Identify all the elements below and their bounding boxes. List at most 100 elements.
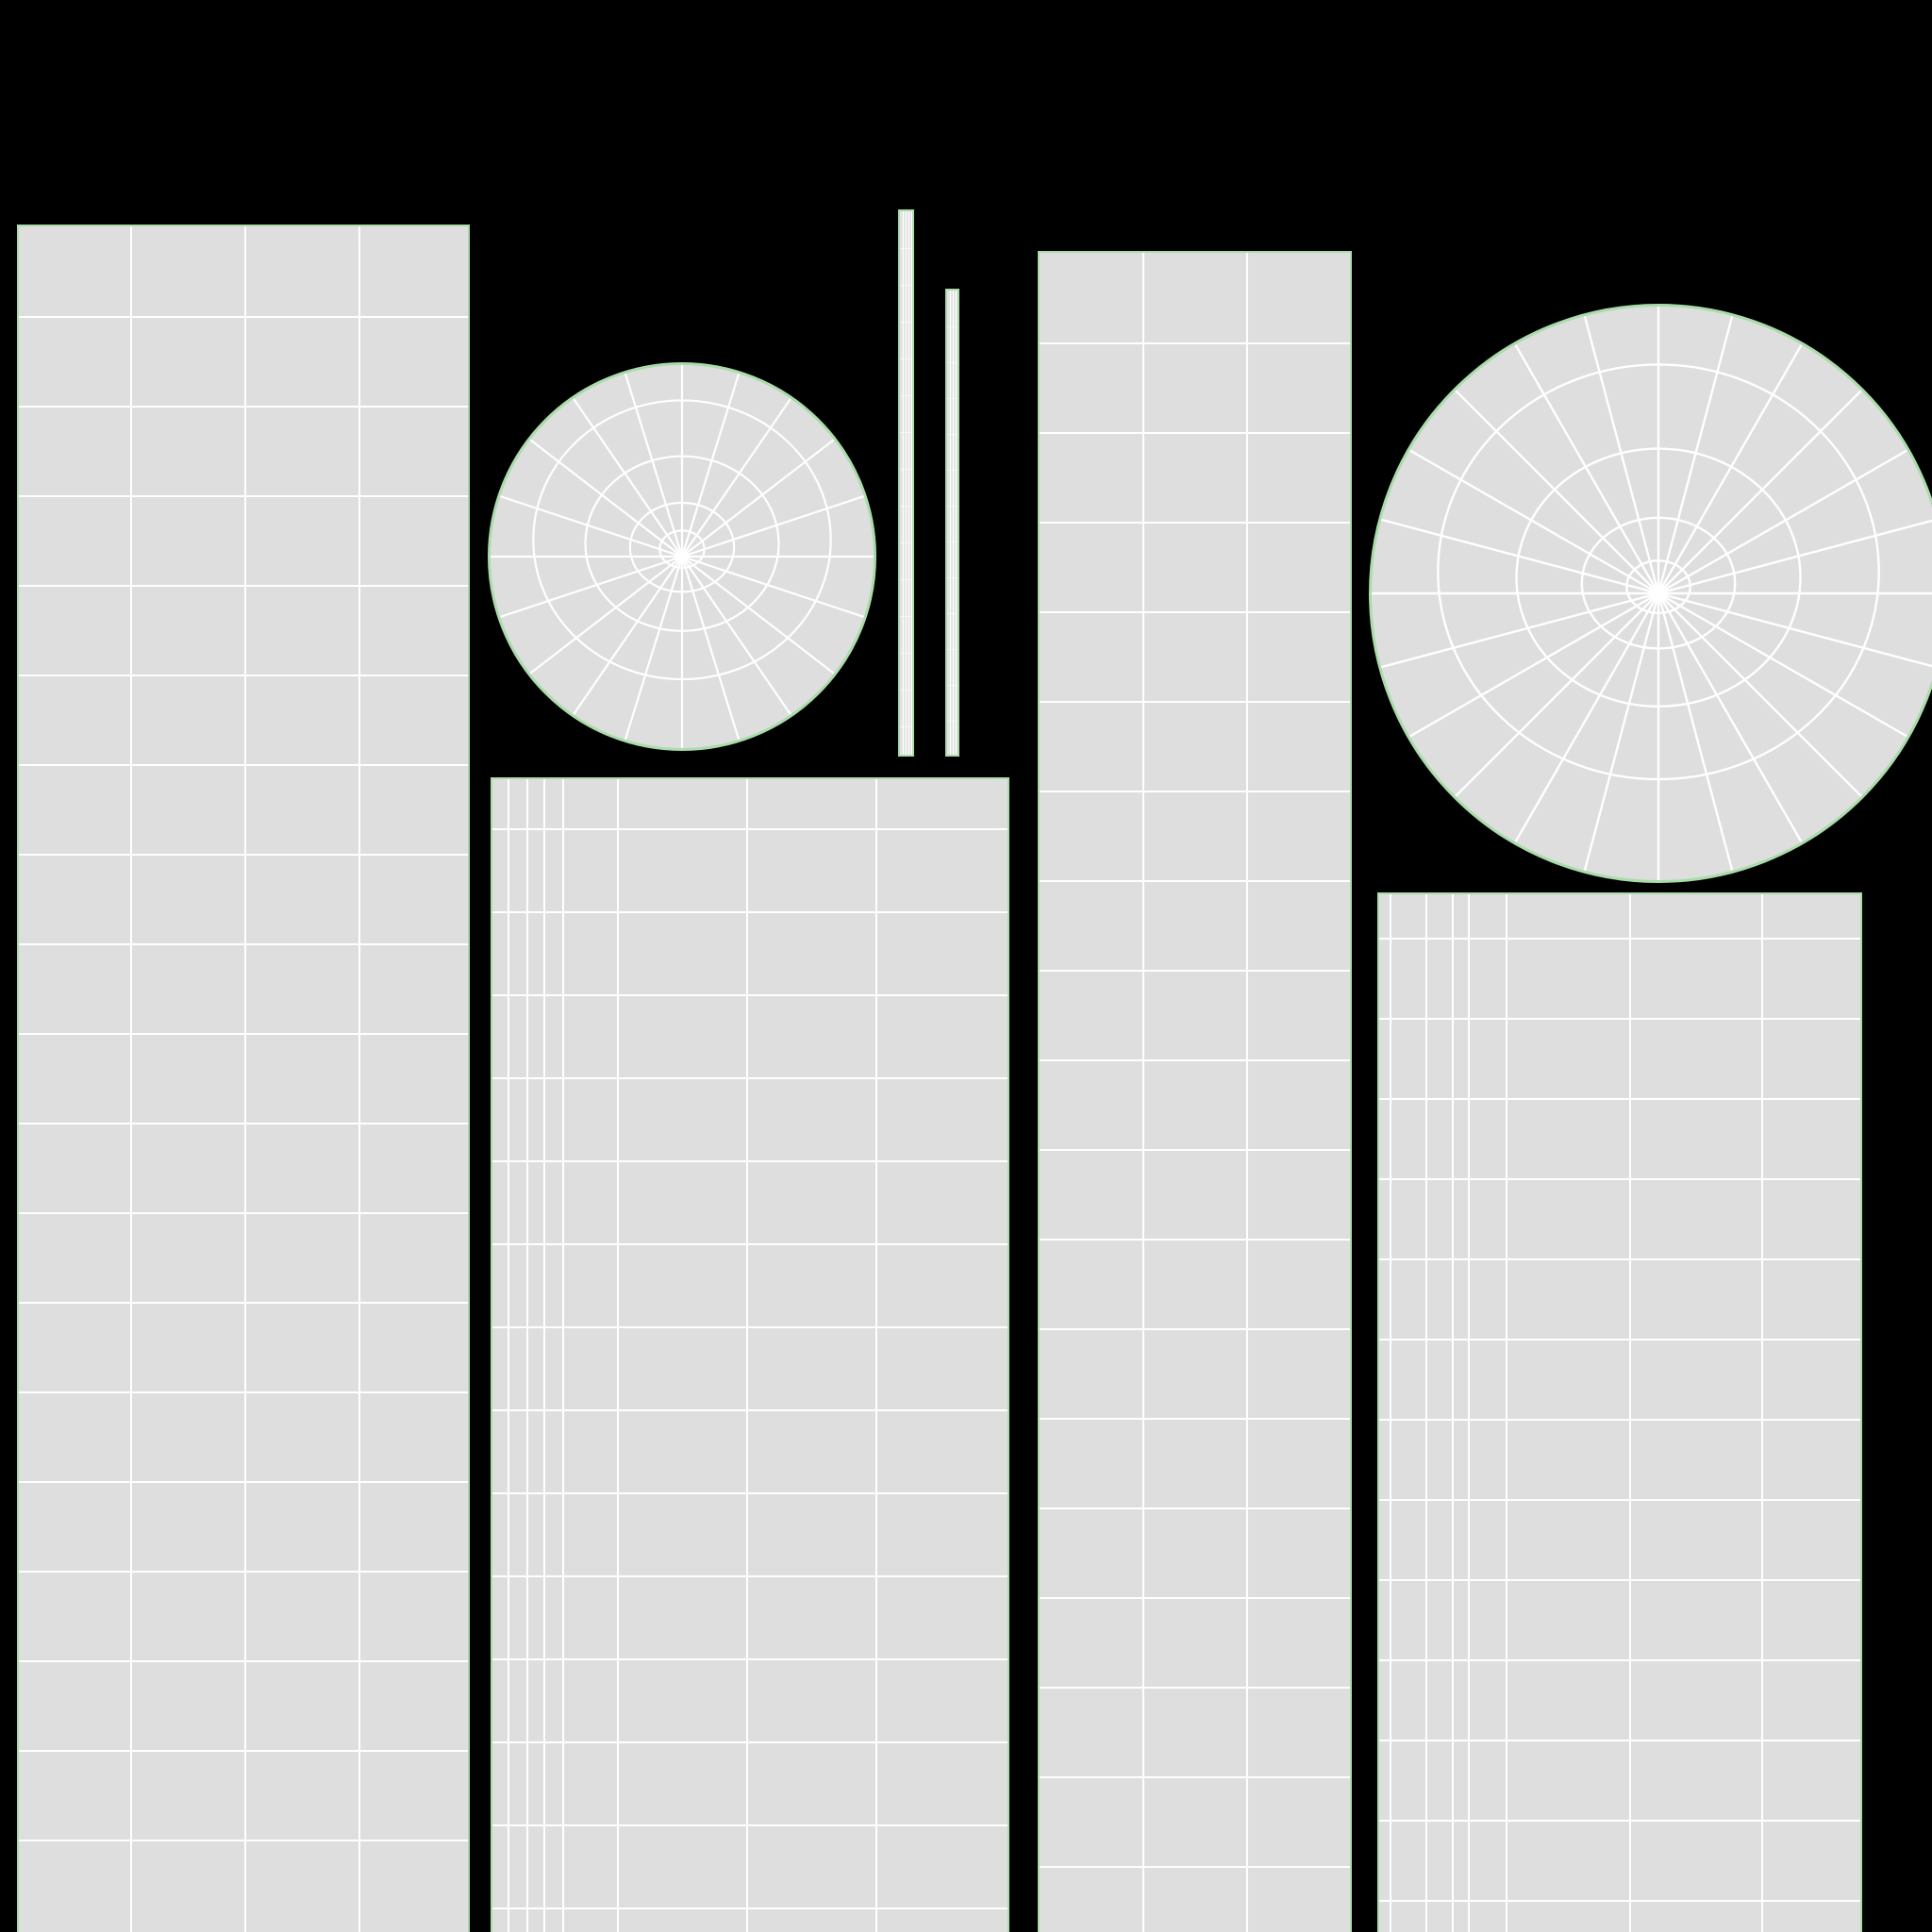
wire-horizontal [900, 616, 912, 617]
sphere-wireframe-small [491, 365, 874, 748]
wire-horizontal [947, 398, 958, 399]
wire-horizontal [1379, 1018, 1860, 1020]
wire-horizontal [1040, 880, 1350, 882]
wire-horizontal [1040, 1328, 1350, 1330]
wire-horizontal [492, 1575, 1008, 1577]
wire-horizontal [19, 1660, 468, 1662]
wire-horizontal [1379, 1900, 1860, 1902]
sphere-wireframe-large [1372, 307, 1932, 880]
wire-vertical [875, 779, 877, 1932]
wire-vertical [746, 779, 748, 1932]
wire-vertical [1452, 894, 1454, 1932]
wire-vertical [562, 779, 564, 1932]
wire-horizontal [1040, 611, 1350, 613]
wire-vertical [911, 211, 912, 755]
wire-horizontal [947, 326, 958, 327]
wire-vertical [130, 226, 132, 1932]
wire-horizontal [1379, 1339, 1860, 1341]
wire-horizontal [947, 362, 958, 363]
mesh-sphere-small[interactable] [488, 362, 876, 751]
wire-horizontal [1379, 938, 1860, 940]
wire-horizontal [1040, 970, 1350, 972]
wire-vertical [1246, 253, 1248, 1932]
wire-vertical [956, 291, 957, 755]
wire-horizontal [1040, 1687, 1350, 1689]
wire-horizontal [19, 495, 468, 497]
wire-vertical [1468, 894, 1470, 1932]
wire-horizontal [492, 1658, 1008, 1660]
mesh-sphere-large[interactable] [1369, 304, 1932, 883]
wire-horizontal [19, 943, 468, 945]
wire-vertical [1506, 894, 1507, 1932]
wire-horizontal [900, 690, 912, 691]
wire-vertical [1142, 253, 1144, 1932]
wire-horizontal [947, 613, 958, 614]
wire-horizontal [900, 248, 912, 249]
wire-horizontal [492, 911, 1008, 913]
wire-vertical [1629, 894, 1631, 1932]
wire-vertical [617, 779, 619, 1932]
mesh-box-left-tall[interactable] [17, 225, 470, 1932]
wire-horizontal [947, 721, 958, 722]
wire-horizontal [492, 1326, 1008, 1328]
wire-vertical [906, 211, 907, 755]
wire-horizontal [19, 1212, 468, 1214]
wire-horizontal [19, 764, 468, 766]
wire-horizontal [492, 1907, 1008, 1909]
wire-horizontal [19, 406, 468, 408]
wire-horizontal [492, 1409, 1008, 1411]
wire-horizontal [19, 854, 468, 856]
wire-horizontal [19, 316, 468, 318]
mesh-box-bottom-right[interactable] [1377, 892, 1862, 1932]
wire-horizontal [947, 434, 958, 435]
wire-horizontal [900, 358, 912, 359]
wire-horizontal [19, 1302, 468, 1304]
wire-horizontal [900, 726, 912, 727]
wire-horizontal [492, 1824, 1008, 1826]
wire-horizontal [1040, 1059, 1350, 1061]
mesh-slab-tall-left[interactable] [898, 209, 914, 757]
wire-vertical [543, 779, 545, 1932]
wire-horizontal [19, 1481, 468, 1483]
wire-horizontal [1379, 1740, 1860, 1741]
wire-horizontal [1040, 1866, 1350, 1868]
wire-horizontal [492, 1160, 1008, 1162]
wire-horizontal [900, 506, 912, 507]
wire-horizontal [19, 1840, 468, 1841]
wire-vertical [903, 211, 904, 755]
wire-horizontal [19, 675, 468, 676]
wire-vertical [1425, 894, 1427, 1932]
mesh-box-right-tall[interactable] [1038, 251, 1352, 1932]
mesh-box-center[interactable] [491, 777, 1009, 1932]
wire-horizontal [900, 469, 912, 470]
wire-horizontal [492, 1077, 1008, 1079]
wire-horizontal [19, 585, 468, 587]
wire-horizontal [947, 685, 958, 686]
wire-horizontal [1040, 1776, 1350, 1778]
wire-vertical [508, 779, 509, 1932]
mesh-slab-short-right[interactable] [945, 289, 959, 757]
wire-horizontal [1040, 791, 1350, 792]
wire-horizontal [1040, 1507, 1350, 1509]
wire-horizontal [492, 1741, 1008, 1743]
wire-horizontal [19, 1391, 468, 1393]
wire-horizontal [1379, 1178, 1860, 1180]
wire-horizontal [947, 577, 958, 578]
wire-vertical [1390, 894, 1391, 1932]
wire-horizontal [492, 994, 1008, 996]
wire-horizontal [1040, 1418, 1350, 1420]
wire-horizontal [1040, 701, 1350, 703]
wire-horizontal [900, 653, 912, 654]
wire-vertical [358, 226, 360, 1932]
wire-horizontal [1040, 522, 1350, 524]
wire-horizontal [947, 506, 958, 507]
wire-horizontal [1040, 342, 1350, 344]
wire-vertical [950, 291, 951, 755]
wire-horizontal [1379, 1579, 1860, 1581]
wire-vertical [244, 226, 246, 1932]
wire-horizontal [1379, 1419, 1860, 1421]
wire-horizontal [1040, 1597, 1350, 1599]
wire-horizontal [947, 649, 958, 650]
wire-horizontal [19, 1033, 468, 1035]
